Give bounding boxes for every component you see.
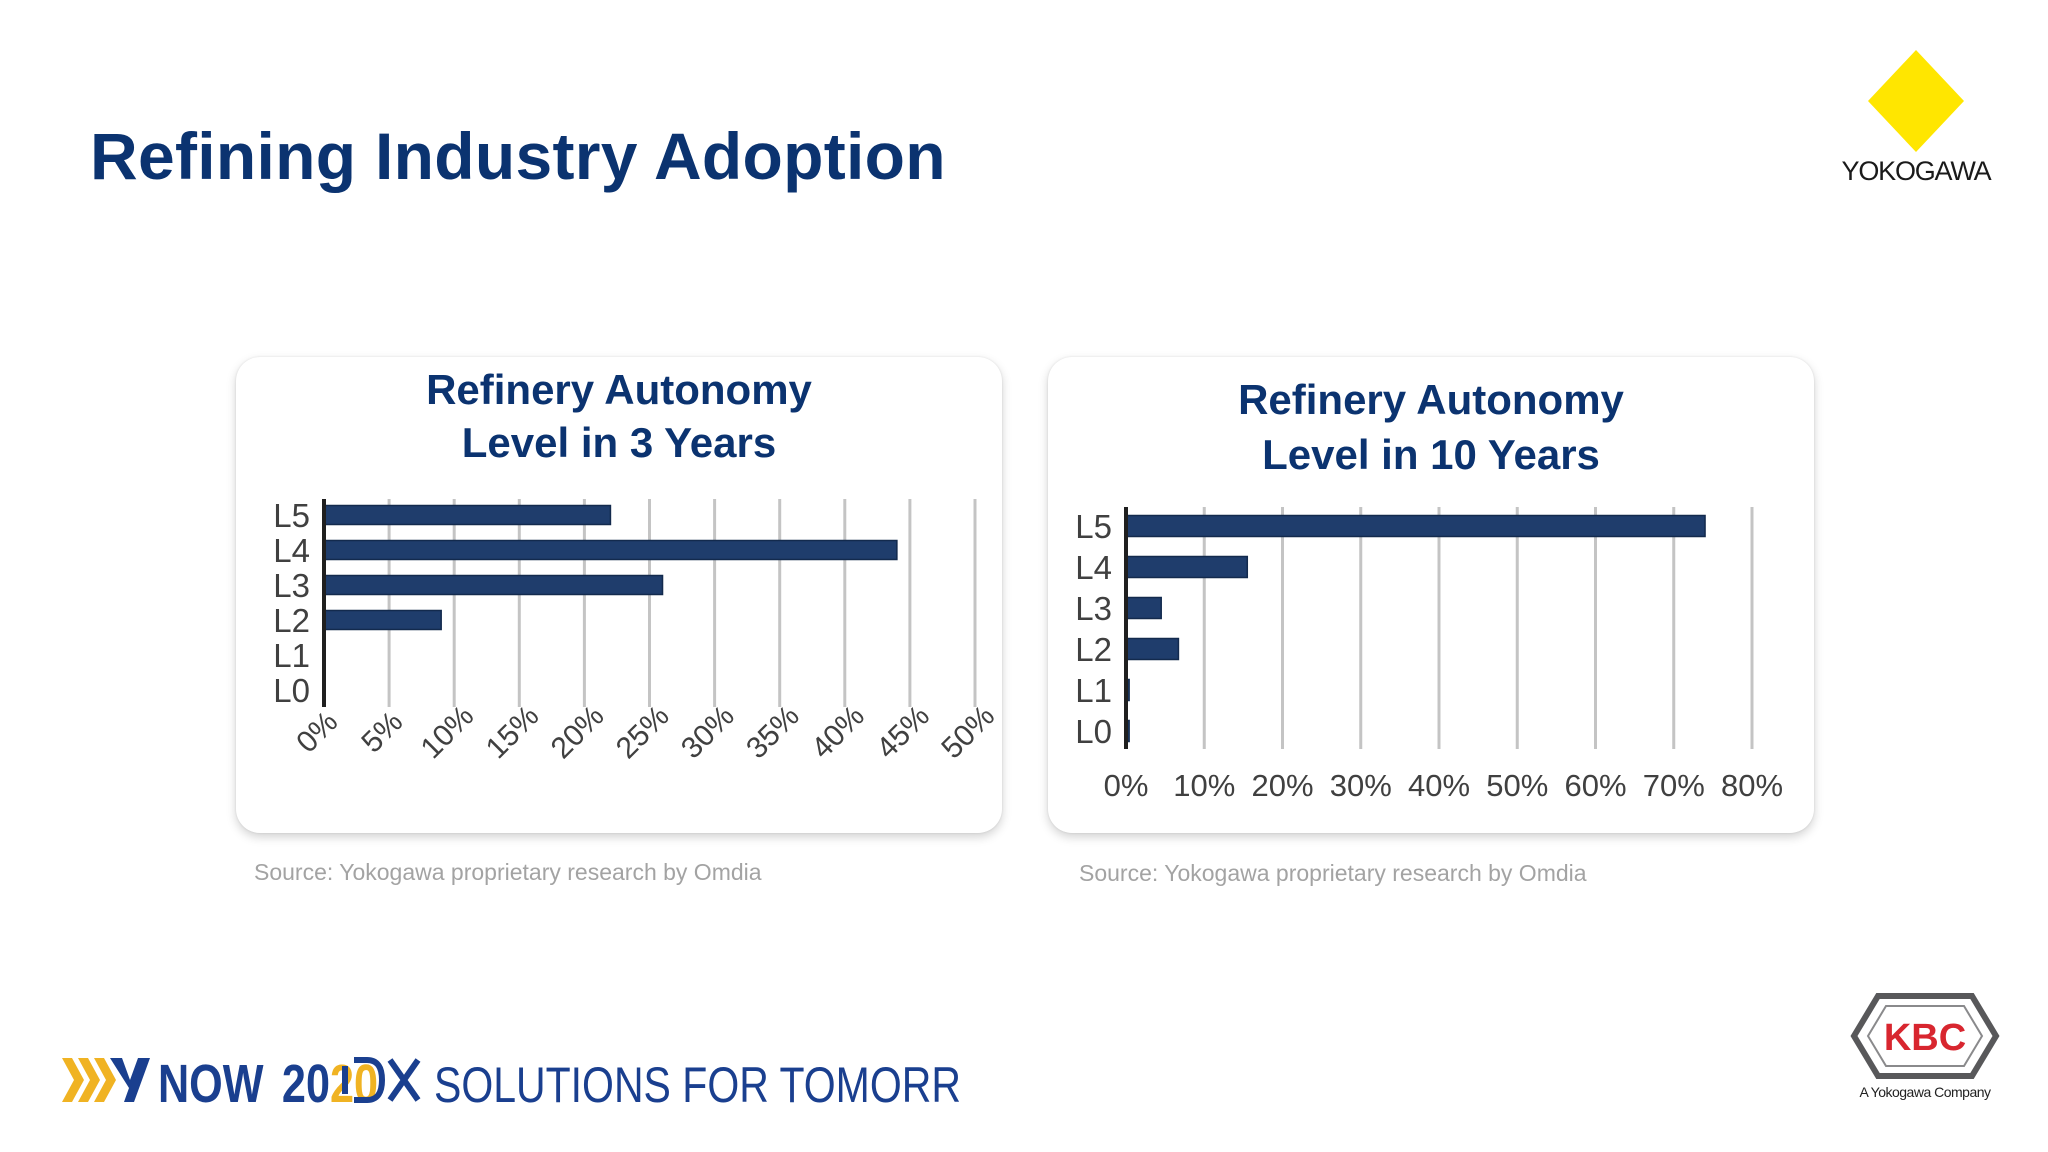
event-banner-graphic: NOW 2020 SOLUTIONS FOR TOMORROW [62, 1055, 1032, 1114]
svg-text:NOW 2020: NOW 2020 [158, 1055, 378, 1110]
bar-l4 [1125, 555, 1249, 579]
x-tick-label: 80% [1721, 768, 1783, 803]
category-label-l2: L2 [273, 602, 310, 639]
category-label-l2: L2 [1075, 631, 1112, 668]
x-tick-label: 15% [480, 699, 546, 765]
category-label-l4: L4 [273, 532, 310, 569]
x-tick-label: 60% [1564, 768, 1626, 803]
kbc-hexagon-icon: KBC [1850, 993, 2000, 1079]
x-tick-label: 50% [1486, 768, 1548, 803]
chevrons-icon [62, 1058, 116, 1102]
x-tick-label: 10% [415, 699, 481, 765]
bar-l4 [323, 539, 898, 561]
solutions-tagline: SOLUTIONS FOR TOMORROW [434, 1057, 962, 1110]
category-label-l0: L0 [1075, 713, 1112, 750]
kbc-logo: KBC A Yokogawa Company [1850, 990, 2000, 1100]
category-label-l5: L5 [1075, 508, 1112, 545]
bar-l5 [1125, 514, 1706, 538]
x-tick-label: 30% [675, 699, 741, 765]
event-year-first: 20 [282, 1055, 330, 1110]
x-tick-label: 50% [935, 699, 1001, 765]
chart-title-line-1: Refinery Autonomy [1238, 376, 1624, 423]
chart-10-years: Refinery Autonomy Level in 10 Years L5 L4 L3… [1075, 376, 1783, 803]
chart-title-line-2: Level in 3 Years [462, 419, 776, 466]
category-label-l0: L0 [273, 672, 310, 709]
bar-l2 [1125, 637, 1180, 661]
chart-card-10-years: Refinery Autonomy Level in 10 Years L5 L4 L3… [1048, 357, 1814, 833]
bar-l3 [1125, 596, 1162, 620]
category-label-l1: L1 [1075, 672, 1112, 709]
event-name: NOW [158, 1055, 264, 1110]
category-label-l4: L4 [1075, 549, 1112, 586]
chart-title-line-2: Level in 10 Years [1262, 431, 1600, 478]
x-tick-label: 40% [805, 699, 871, 765]
chart-card-3-years: Refinery Autonomy Level in 3 Years L5 L4 L3 L… [236, 357, 1002, 833]
x-tick-label: 20% [1251, 768, 1313, 803]
kbc-tagline: A Yokogawa Company [1859, 1084, 1991, 1100]
x-tick-label: 45% [870, 699, 936, 765]
x-tick-label: 0% [290, 705, 344, 759]
yokogawa-wordmark: YOKOGAWA [1841, 156, 1992, 186]
x-tick-label: 70% [1643, 768, 1705, 803]
event-year-second: 20 [330, 1055, 378, 1110]
kbc-wordmark: KBC [1884, 1017, 1966, 1059]
category-label-l5: L5 [273, 497, 310, 534]
category-label-l3: L3 [1075, 590, 1112, 627]
bar-l2 [323, 609, 442, 631]
x-tick-label: 10% [1173, 768, 1235, 803]
dx-icon [342, 1057, 421, 1103]
x-tick-label: 25% [610, 699, 676, 765]
bar-l3 [323, 574, 664, 596]
x-tick-label: 20% [545, 699, 611, 765]
page-title: Refining Industry Adoption [90, 119, 946, 193]
event-banner: NOW 2020 SOLUTIONS FOR TOMORROW [62, 1050, 1032, 1114]
x-tick-label: 30% [1330, 768, 1392, 803]
category-label-l3: L3 [273, 567, 310, 604]
yokogawa-logo: YOKOGAWA [1836, 48, 1996, 190]
category-label-l1: L1 [273, 637, 310, 674]
y-letter-icon [110, 1058, 150, 1102]
bar-l5 [323, 504, 612, 526]
x-tick-label: 5% [355, 705, 409, 759]
x-tick-label: 35% [740, 699, 806, 765]
source-note-10-years: Source: Yokogawa proprietary research by… [1079, 860, 1587, 886]
chart-title-line-1: Refinery Autonomy [426, 366, 812, 413]
source-note-3-years: Source: Yokogawa proprietary research by… [254, 859, 762, 885]
x-tick-label: 0% [1104, 768, 1149, 803]
x-tick-label: 40% [1408, 768, 1470, 803]
yellow-diamond-icon [1868, 50, 1964, 152]
